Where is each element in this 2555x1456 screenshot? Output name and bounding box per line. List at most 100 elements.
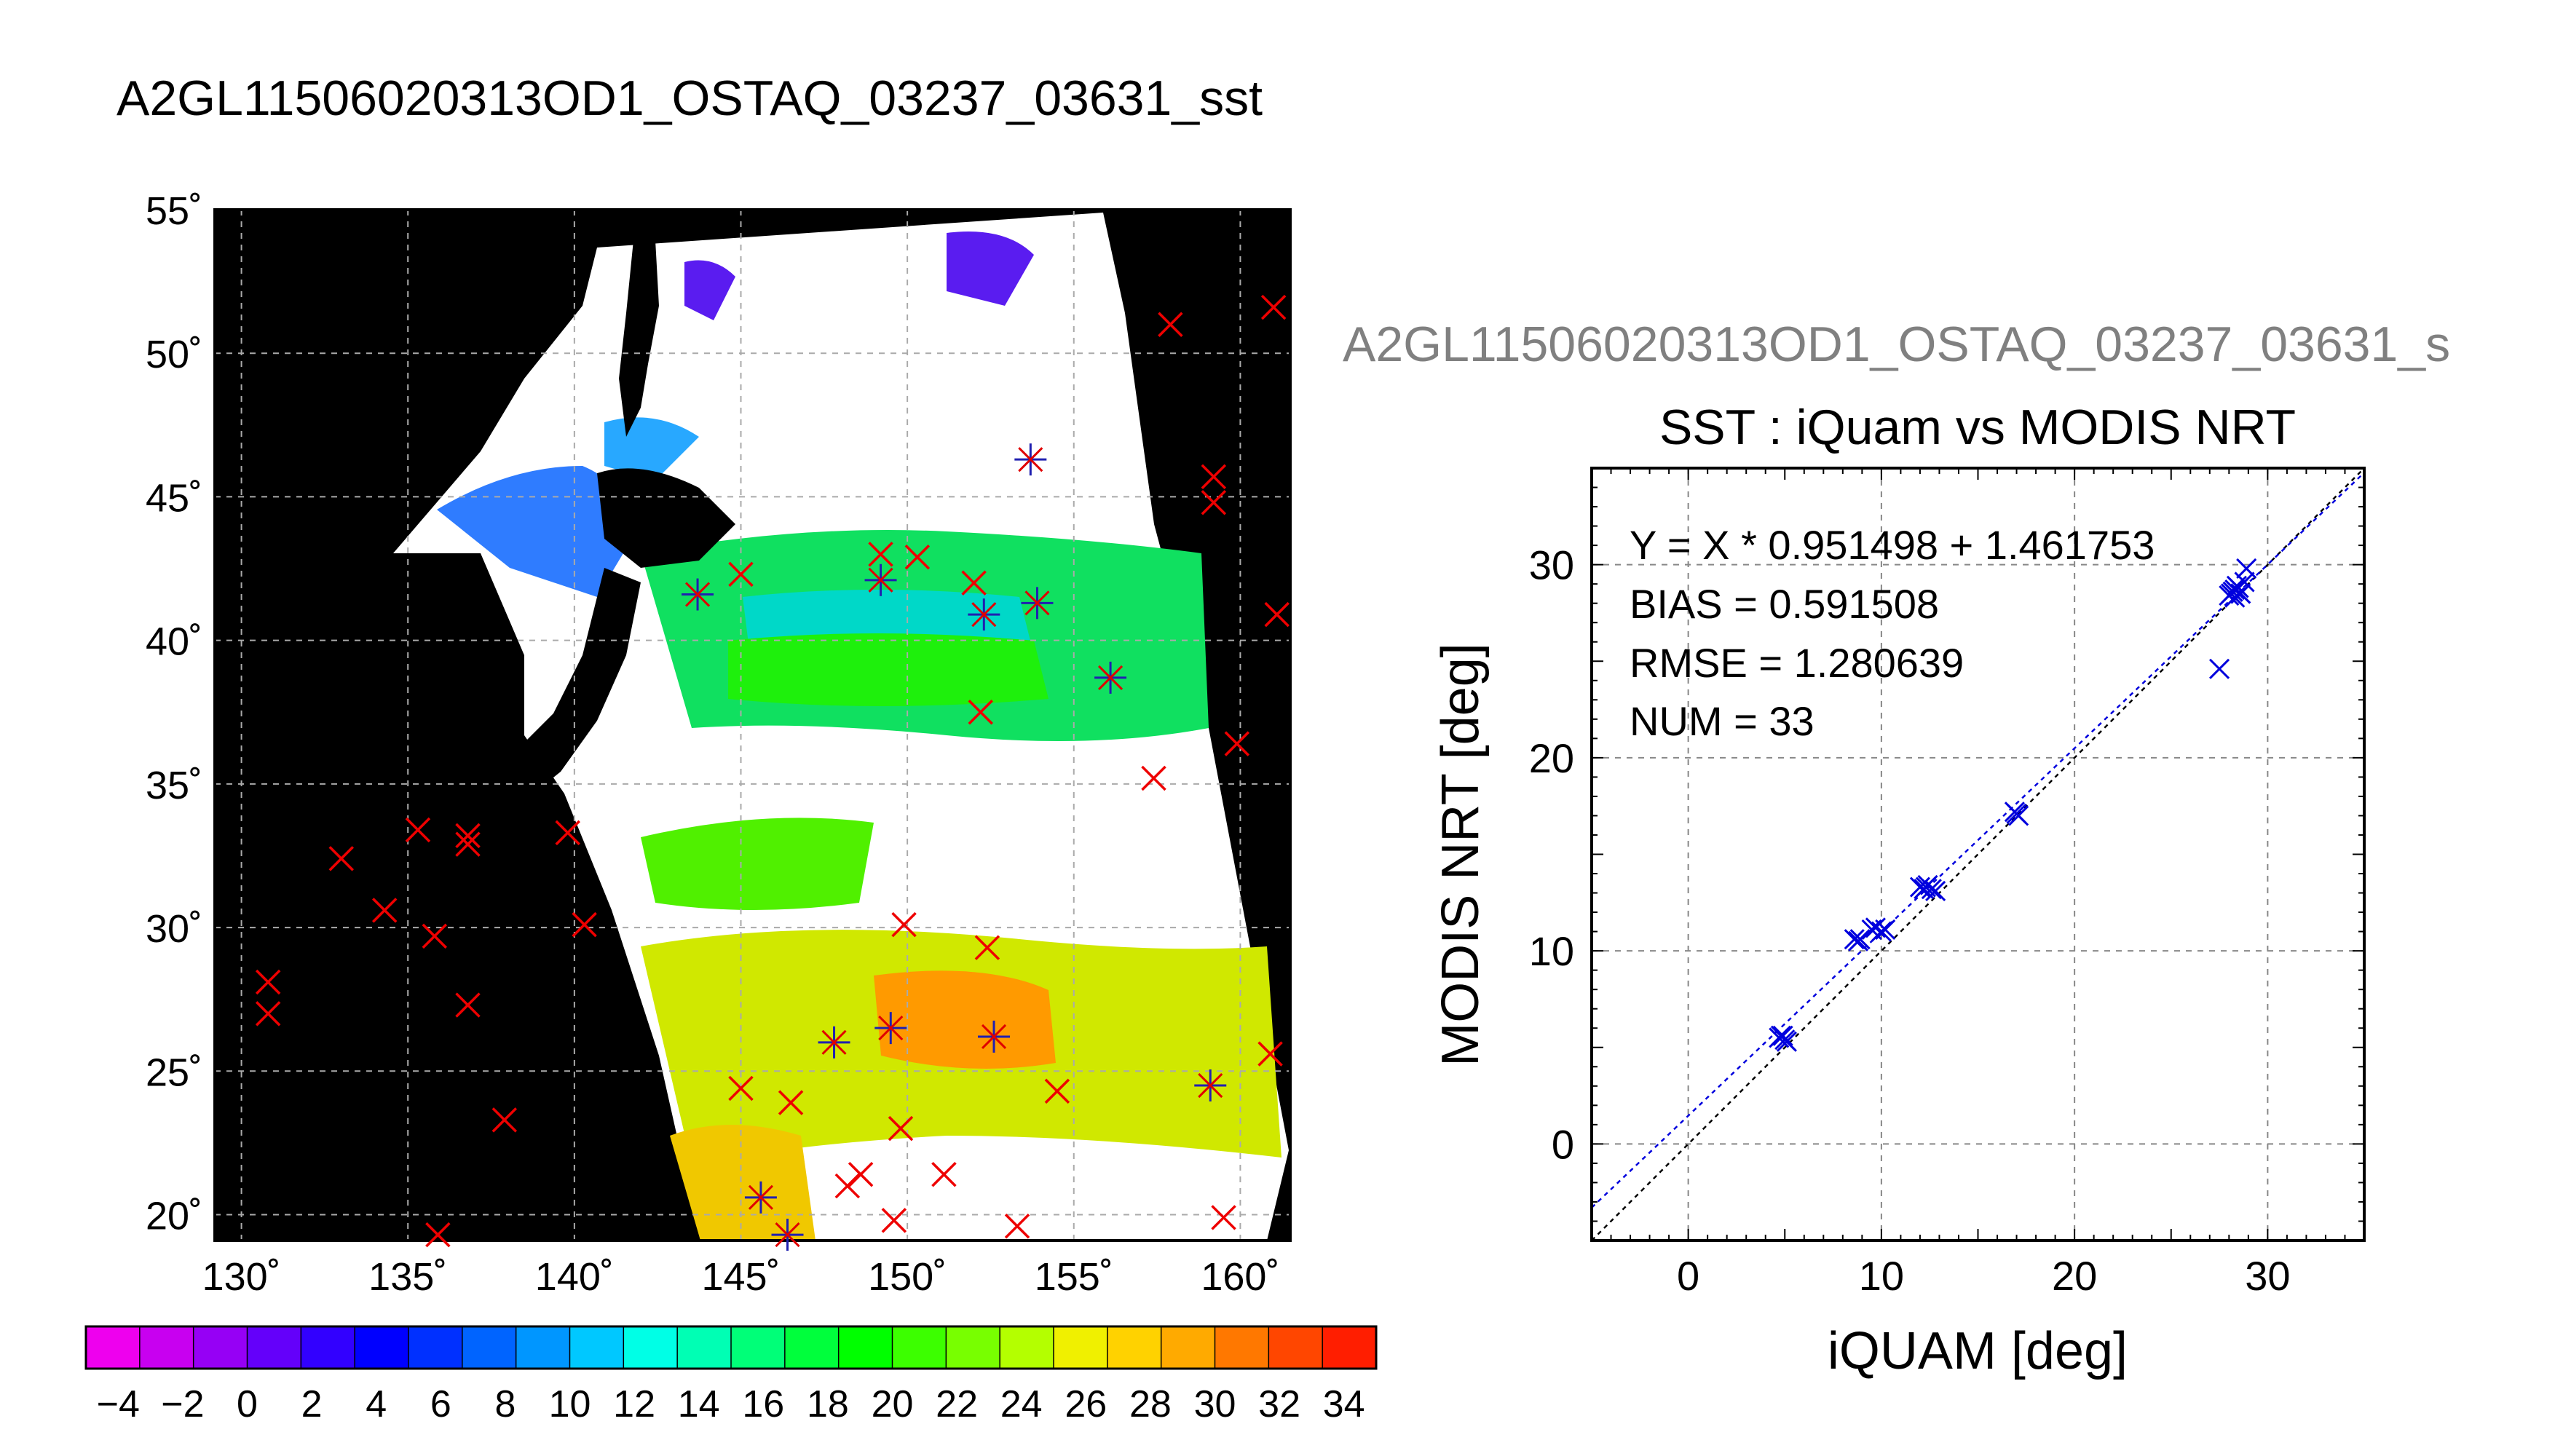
scatter-plot: A2GL11506020313OD1_OSTAQ_03237_03631_s S… — [1343, 317, 2450, 1380]
sst-patch-tropic-warm — [874, 970, 1056, 1069]
scatter-point — [1915, 877, 1936, 898]
map-x-tick-label: 155˚ — [1035, 1255, 1113, 1299]
colorbar-tick-labels: −4 −2 0 2 4 6 8 10 12 14 16 18 20 22 24 26 28 30 32 34 — [97, 1383, 1365, 1425]
sst-patch-cold-north-east — [947, 232, 1034, 306]
sst-patch-mid-warm — [728, 633, 1049, 706]
map-y-tick-label: 50˚ — [146, 333, 202, 376]
scatter-y-tick-label: 30 — [1529, 542, 1574, 588]
colorbar-cell — [999, 1326, 1055, 1369]
scatter-point — [1875, 919, 1896, 941]
colorbar-cell — [1053, 1326, 1109, 1369]
buoy-marker — [491, 1107, 518, 1133]
map-y-tick-label: 40˚ — [146, 620, 202, 664]
scatter-point — [2006, 803, 2027, 824]
scatter-y-tick-labels: 0 10 20 30 — [1529, 542, 1574, 1168]
buoy-matched-marker — [1094, 661, 1127, 694]
map-x-tick-label: 135˚ — [368, 1255, 447, 1299]
buoy-marker — [255, 1001, 281, 1026]
buoy-marker — [728, 561, 754, 587]
buoy-matched-marker — [771, 1219, 804, 1251]
colorbar-tick-label: 6 — [430, 1383, 451, 1425]
buoy-marker — [328, 846, 355, 871]
colorbar-tick-label: 2 — [301, 1383, 323, 1425]
colorbar-tick-label: 28 — [1129, 1383, 1172, 1425]
sst-patch-subtropic — [641, 818, 874, 910]
buoy-matched-marker — [874, 1012, 907, 1045]
colorbar-tick-label: −2 — [161, 1383, 204, 1425]
regression-line — [1592, 472, 2364, 1208]
buoy-matched-marker — [1194, 1069, 1227, 1102]
buoy-matched-marker — [1021, 587, 1054, 620]
scatter-x-tick-labels: 0 10 20 30 — [1677, 1253, 2290, 1299]
scatter-x-tick-label: 10 — [1859, 1253, 1904, 1299]
buoy-markers — [255, 294, 1290, 1251]
map-y-tick-label: 30˚ — [146, 907, 202, 951]
buoy-marker — [1004, 1214, 1030, 1239]
figure-title: A2GL11506020313OD1_OSTAQ_03237_03631_sst — [117, 71, 1263, 126]
scatter-y-tick-label: 20 — [1529, 735, 1574, 781]
buoy-marker — [888, 1115, 914, 1142]
buoy-marker — [1158, 312, 1183, 338]
colorbar-cell — [354, 1326, 410, 1369]
buoy-matched-marker — [978, 1020, 1011, 1053]
buoy-marker — [961, 570, 987, 596]
scatter-point — [1844, 929, 1865, 950]
colorbar-cell — [569, 1326, 625, 1369]
buoy-marker — [1224, 731, 1250, 756]
colorbar-cell — [730, 1326, 786, 1369]
scatter-stats: Y = X * 0.951498 + 1.461753 BIAS = 0.591… — [1630, 522, 2155, 744]
buoy-matched-marker — [744, 1181, 777, 1214]
buoy-matched-marker — [864, 563, 897, 596]
buoy-marker — [455, 831, 481, 857]
map-y-tick-label: 55˚ — [146, 189, 202, 233]
buoy-marker — [1260, 294, 1287, 320]
buoy-marker — [1201, 464, 1227, 490]
colorbar-cell — [408, 1326, 464, 1369]
buoy-marker — [974, 935, 1000, 960]
buoy-marker — [1257, 1041, 1283, 1067]
buoy-marker — [1201, 490, 1227, 515]
scatter-y-tick-label: 0 — [1552, 1121, 1574, 1167]
sst-patch-cold-north — [684, 260, 735, 320]
colorbar-tick-label: 14 — [678, 1383, 720, 1425]
scatter-point — [1770, 1025, 1792, 1046]
colorbar-cell — [1214, 1326, 1270, 1369]
buoy-marker — [1044, 1078, 1070, 1104]
colorbar-tick-label: −4 — [97, 1383, 140, 1425]
scatter-point — [2224, 579, 2246, 601]
colorbar-tick-label: 10 — [549, 1383, 591, 1425]
scatter-x-tick-label: 30 — [2245, 1253, 2290, 1299]
colorbar: −4 −2 0 2 4 6 8 10 12 14 16 18 20 22 24 26 28 30 32 34 — [84, 1325, 1378, 1425]
scatter-x-axis-label: iQUAM [deg] — [1828, 1322, 2128, 1380]
sst-map: 130˚ 135˚ 140˚ 145˚ 150˚ 155˚ 160˚ 55˚ 50˚ 45˚ 40… — [146, 189, 1292, 1299]
scatter-gridlines — [1591, 467, 2365, 1241]
stats-num: NUM = 33 — [1630, 698, 1814, 744]
scatter-title: SST : iQuam vs MODIS NRT — [1659, 400, 2296, 455]
buoy-marker — [371, 898, 398, 923]
colorbar-cell — [192, 1326, 248, 1369]
buoy-marker — [425, 1222, 451, 1248]
scatter-points — [1769, 558, 2257, 1052]
sst-patch-tropic-south — [670, 1125, 816, 1241]
buoy-marker — [555, 820, 580, 846]
colorbar-tick-label: 22 — [936, 1383, 978, 1425]
buoy-marker — [891, 911, 917, 938]
colorbar-cell — [1268, 1326, 1324, 1369]
stats-regression: Y = X * 0.951498 + 1.461753 — [1630, 522, 2155, 568]
buoy-marker — [422, 923, 448, 949]
buoy-marker — [1141, 765, 1166, 791]
colorbar-tick-label: 32 — [1258, 1383, 1300, 1425]
buoy-marker — [728, 1075, 754, 1101]
colorbar-tick-label: 8 — [494, 1383, 516, 1425]
buoy-marker — [572, 911, 597, 938]
colorbar-cell — [246, 1326, 302, 1369]
buoy-matched-marker — [818, 1026, 850, 1059]
map-x-tick-label: 130˚ — [202, 1255, 281, 1299]
colorbar-cells — [85, 1326, 1378, 1369]
colorbar-cell — [1160, 1326, 1216, 1369]
colorbar-cell — [515, 1326, 571, 1369]
colorbar-cell — [1322, 1326, 1378, 1369]
land-hokkaido — [597, 468, 735, 568]
scatter-point — [2236, 558, 2257, 579]
